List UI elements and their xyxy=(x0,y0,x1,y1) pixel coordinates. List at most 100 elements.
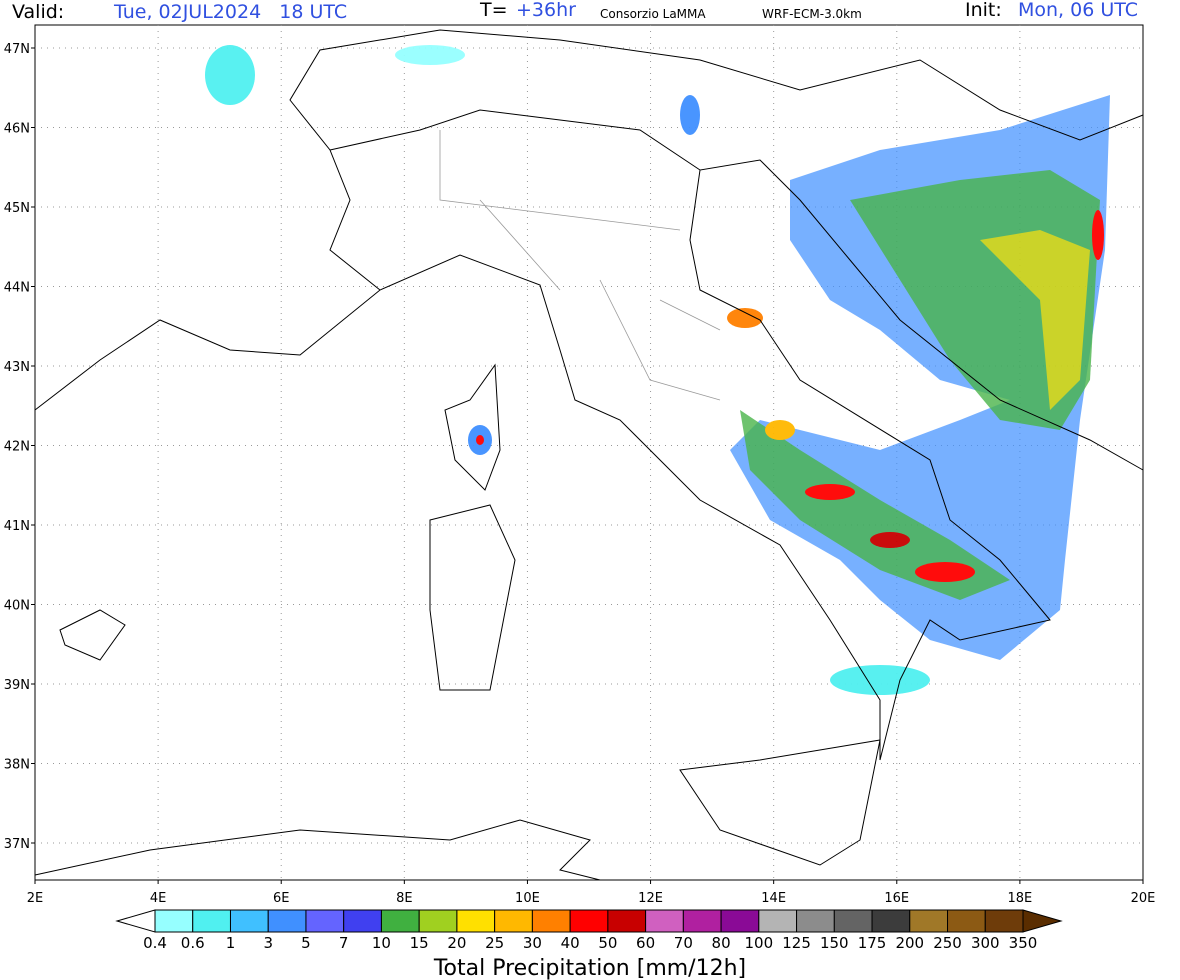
colorbar-label: 5 xyxy=(301,934,311,952)
lon-label: 10E xyxy=(515,891,540,906)
colorbar-label: 7 xyxy=(339,934,349,952)
colorbar-box xyxy=(154,909,194,933)
colorbar-box xyxy=(607,909,647,933)
lat-label: 47N xyxy=(4,42,30,57)
colorbar-box xyxy=(343,909,382,933)
lon-label: 8E xyxy=(396,891,413,906)
colorbar-label: 125 xyxy=(782,934,811,952)
colorbar-box xyxy=(569,909,609,933)
colorbar-under xyxy=(115,909,156,933)
africa-coast xyxy=(34,819,601,881)
rain-area xyxy=(395,45,465,65)
lead-time: +36hr xyxy=(516,0,576,21)
colorbar-box xyxy=(758,909,798,933)
regional-border xyxy=(439,130,721,401)
colorbar-label: 25 xyxy=(485,934,504,952)
colorbar-label: 15 xyxy=(410,934,429,952)
lon-label: 16E xyxy=(884,891,909,906)
coastline xyxy=(34,159,1144,761)
rain-core xyxy=(1092,210,1104,260)
colorbar-label: 10 xyxy=(372,934,391,952)
rain-area xyxy=(680,95,700,135)
colorbar-box xyxy=(229,909,269,933)
mallorca xyxy=(59,609,126,661)
model: WRF-ECM-3.0km xyxy=(762,7,862,21)
lat-label: 42N xyxy=(4,440,30,455)
colorbar: 0.4 0.6 1 3 5 7 10 15 20 25 30 40 50 60 70 80 100 125 150 1… xyxy=(115,909,1063,952)
producer: Consorzio LaMMA xyxy=(600,7,706,21)
colorbar-box xyxy=(833,909,873,933)
lat-label: 40N xyxy=(4,599,30,614)
colorbar-label: 80 xyxy=(712,934,731,952)
colorbar-label: 3 xyxy=(263,934,273,952)
lon-label: 12E xyxy=(638,891,663,906)
colorbar-box xyxy=(645,909,684,933)
colorbar-label: 70 xyxy=(674,934,693,952)
colorbar-box xyxy=(380,909,420,933)
colorbar-box xyxy=(947,909,986,933)
colorbar-box xyxy=(796,909,835,933)
colorbar-box xyxy=(267,909,307,933)
precipitation-field xyxy=(205,45,1110,695)
lon-label: 4E xyxy=(150,891,167,906)
init-label: Init: xyxy=(965,0,1002,21)
lat-label: 38N xyxy=(4,758,30,773)
colorbar-label: 30 xyxy=(523,934,542,952)
lat-label: 37N xyxy=(4,837,30,852)
rain-area xyxy=(980,230,1090,410)
lat-label: 45N xyxy=(4,201,30,216)
colorbar-label: 40 xyxy=(561,934,580,952)
colorbar-label: 20 xyxy=(447,934,466,952)
legend-title: Total Precipitation [mm/12h] xyxy=(433,956,746,980)
sicily xyxy=(679,739,881,866)
colorbar-label: 1 xyxy=(226,934,236,952)
colorbar-box xyxy=(192,909,231,933)
lon-label: 6E xyxy=(273,891,290,906)
colorbar-over xyxy=(1022,909,1063,933)
colorbar-label: 100 xyxy=(745,934,774,952)
rain-core xyxy=(870,532,910,548)
colorbar-box xyxy=(494,909,533,933)
rain-core xyxy=(915,562,975,582)
colorbar-box xyxy=(984,909,1024,933)
valid-time: Tue, 02JUL2024 18 UTC xyxy=(113,1,347,23)
lon-label: 20E xyxy=(1131,891,1156,906)
lat-label: 43N xyxy=(4,360,30,375)
colorbar-label: 0.4 xyxy=(143,934,167,952)
colorbar-box xyxy=(305,909,345,933)
colorbar-box xyxy=(909,909,949,933)
lat-label: 41N xyxy=(4,519,30,534)
init-time: Mon, 06 UTC xyxy=(1018,0,1138,21)
colorbar-box xyxy=(456,909,496,933)
lon-label: 18E xyxy=(1008,891,1033,906)
colorbar-box xyxy=(720,909,760,933)
colorbar-box xyxy=(682,909,722,933)
colorbar-label: 60 xyxy=(636,934,655,952)
colorbar-label: 175 xyxy=(858,934,887,952)
rain-core xyxy=(765,420,795,440)
valid-label: Valid: xyxy=(12,1,64,23)
national-border xyxy=(289,29,1144,291)
rain-core xyxy=(476,435,484,445)
lat-label: 39N xyxy=(4,678,30,693)
colorbar-box xyxy=(871,909,911,933)
lon-label: 14E xyxy=(761,891,786,906)
national-border xyxy=(329,109,701,171)
sardinia xyxy=(429,504,516,691)
rain-core xyxy=(805,484,855,500)
lead-label: T= xyxy=(479,0,508,21)
colorbar-label: 200 xyxy=(895,934,924,952)
corsica xyxy=(444,363,501,491)
graticule xyxy=(31,25,1144,884)
rain-area xyxy=(740,410,1010,600)
colorbar-box xyxy=(418,909,458,933)
lon-label: 2E xyxy=(27,891,44,906)
map xyxy=(31,24,1144,884)
rain-area xyxy=(205,45,255,105)
colorbar-label: 350 xyxy=(1009,934,1038,952)
colorbar-label: 0.6 xyxy=(181,934,205,952)
colorbar-label: 250 xyxy=(933,934,962,952)
colorbar-label: 50 xyxy=(598,934,617,952)
colorbar-label: 300 xyxy=(971,934,1000,952)
